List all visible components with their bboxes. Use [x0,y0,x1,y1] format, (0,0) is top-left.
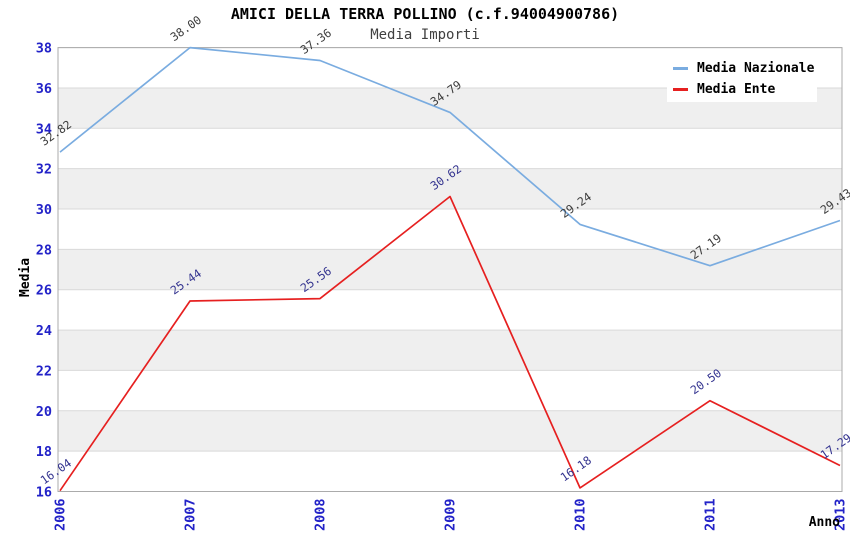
y-tick-label: 36 [36,81,52,97]
grid-band [58,249,842,290]
x-axis-title: Anno [808,515,840,530]
y-tick-label: 16 [36,485,52,501]
grid-band [58,451,842,492]
y-tick-label: 32 [36,162,52,178]
legend-label: Media Ente [697,82,776,97]
y-tick-label: 26 [36,283,52,299]
grid-band [58,209,842,250]
legend-label: Media Nazionale [697,61,815,76]
x-tick-label: 2007 [183,498,199,531]
x-tick-label: 2013 [833,498,849,531]
grid-band [58,410,842,452]
y-tick-label: 30 [36,202,52,218]
x-tick-label: 2011 [703,498,719,531]
y-axis-title: Media [18,257,33,297]
grid-band [58,128,842,169]
x-tick-label: 2006 [53,498,69,531]
legend-item-media-ente: Media Ente [673,82,817,97]
chart-title: AMICI DELLA TERRA POLLINO (c.f.940049007… [230,5,620,23]
y-tick-label: 18 [36,444,52,460]
chart-subtitle: Media Importi [370,27,480,43]
grid-band [58,289,842,331]
legend-line-swatch-icon [673,67,688,70]
x-tick-label: 2009 [443,498,459,531]
y-tick-label: 28 [36,242,52,258]
grid-band [58,370,842,411]
y-tick-label: 20 [36,404,52,420]
plot-border [57,47,843,492]
grid-band [58,330,842,371]
y-tick-label: 38 [36,41,52,57]
x-tick-label: 2010 [573,498,589,531]
legend-item-media-nazionale: Media Nazionale [673,61,817,76]
y-tick-label: 22 [36,363,52,379]
y-tick-label: 24 [36,323,52,339]
x-tick-label: 2008 [313,498,329,531]
grid-band [58,168,842,210]
legend: Media Nazionale Media Ente [667,56,817,102]
y-tick-label: 34 [36,121,52,137]
legend-line-swatch-icon [673,88,688,91]
series-line-media-nazionale [59,46,841,267]
series-line-media-ente [59,195,841,492]
